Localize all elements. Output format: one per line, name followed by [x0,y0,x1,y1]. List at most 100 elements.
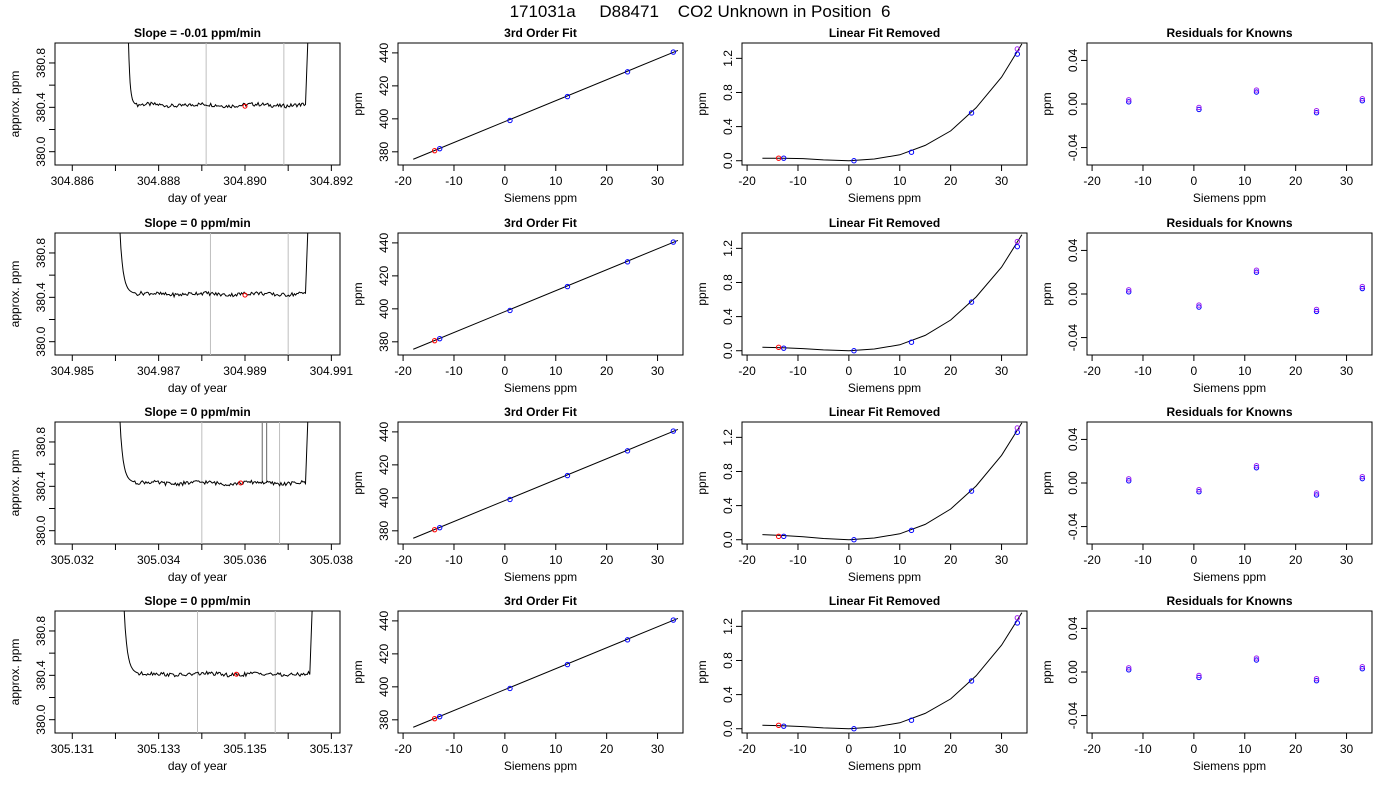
x-tick-label: 30 [651,742,665,756]
data-point [781,723,787,729]
plot-area [119,422,309,544]
panel-4-2: 3rd Order Fit -20 -10 0 10 20 30 380 400 420 440 Si… [351,594,684,773]
data-point [1359,283,1366,290]
data-point [1253,89,1260,95]
data-point [1359,664,1366,670]
data-point [1014,620,1021,626]
panel-3-3: Linear Fit Removed -20 -10 0 10 20 30 0.0 0.4 0.8… [695,405,1028,584]
plot-area [1126,87,1366,116]
panel-1-2: 3rd Order Fit -20 -10 0 10 20 30 380 400 420 440 Si… [351,26,684,205]
panel-4-4: Residuals for Knowns -20 -10 0 10 20 30 -0.04 0.… [1040,594,1373,773]
data-point [1014,243,1021,250]
y-tick-label: 380.0 [34,515,48,545]
plot-area [123,611,313,733]
y-tick-label: 440 [377,422,391,442]
panel-title: 3rd Order Fit [504,405,577,419]
data-point [1313,110,1320,116]
data-point [775,533,782,540]
x-tick-label: 10 [893,364,907,378]
fit-curve [762,612,1023,730]
data-point [1196,489,1202,495]
y-tick-label: 1.2 [721,618,735,635]
y-tick-label: 0.00 [1066,660,1080,684]
data-point [1359,96,1366,102]
plot-frame [397,232,684,356]
panel-title: Residuals for Knowns [1166,594,1292,608]
x-tick-label: 30 [651,553,665,567]
data-point [851,537,857,543]
panel-title: Linear Fit Removed [829,216,940,230]
x-tick-label: -10 [789,742,807,756]
x-tick-label: 20 [600,174,614,188]
data-point [775,344,782,351]
x-tick-label: -10 [1134,553,1152,567]
plot-area [413,428,679,539]
data-point [1196,487,1202,493]
x-axis-label: Siemens ppm [504,570,577,584]
sample-marker [233,671,239,677]
x-tick-label: 20 [944,364,958,378]
data-point [1253,87,1260,93]
y-axis-label: ppm [351,471,365,494]
data-point [431,526,438,533]
data-point [1126,287,1132,293]
data-point [670,617,677,623]
y-axis-label: ppm [695,471,709,494]
y-tick-label: 0.04 [1066,48,1080,72]
data-point [1196,304,1202,310]
data-point [1126,289,1132,295]
y-tick-label: 0.8 [721,274,735,291]
y-tick-label: 0.8 [721,84,735,101]
x-tick-label: 10 [1238,742,1252,756]
data-point [1196,674,1202,681]
data-point [968,110,975,116]
y-tick-label: 380.4 [34,471,48,501]
y-tick-label: 440 [377,611,391,631]
data-point [1253,655,1260,661]
plot-area [762,612,1023,732]
x-tick-label: 10 [1238,174,1252,188]
x-tick-label: -20 [738,553,756,567]
x-tick-label: 305.133 [137,742,181,756]
y-tick-label: 380.8 [34,48,48,78]
data-point [507,685,513,692]
y-tick-label: 440 [377,43,391,63]
y-tick-label: 400 [377,299,391,319]
y-axis-label: ppm [695,282,709,305]
x-axis-label: Siemens ppm [1193,759,1266,773]
y-tick-label: 380.0 [34,326,48,356]
x-tick-label: 0 [1191,553,1198,567]
x-tick-label: 304.888 [137,174,181,188]
x-tick-label: 10 [1238,553,1252,567]
data-point [775,155,782,161]
data-point [1126,667,1132,673]
plot-frame [54,421,341,545]
sample-marker [242,103,248,109]
x-tick-label: -20 [738,174,756,188]
data-point [1126,97,1132,103]
y-tick-label: 420 [377,644,391,664]
plot-area [413,49,679,160]
y-tick-label: 0.4 [721,497,735,514]
data-point [670,428,677,434]
x-tick-label: 0 [846,553,853,567]
x-tick-label: -10 [789,364,807,378]
y-tick-label: 420 [377,76,391,96]
plot-frame [397,42,684,166]
x-tick-label: 0 [846,364,853,378]
x-tick-label: 304.987 [137,364,181,378]
data-point [1196,672,1202,679]
data-point [775,722,782,729]
y-tick-label: 380 [377,141,391,161]
y-tick-label: 0.04 [1066,616,1080,640]
data-point [908,339,915,345]
data-point [851,348,857,354]
x-tick-label: 304.989 [223,364,267,378]
panel-title: Linear Fit Removed [829,26,940,40]
data-point [968,299,975,305]
y-axis-label: ppm [695,92,709,115]
data-point [1196,106,1202,113]
x-tick-label: 30 [1340,364,1354,378]
x-axis-label: Siemens ppm [1193,570,1266,584]
data-point [564,472,571,479]
